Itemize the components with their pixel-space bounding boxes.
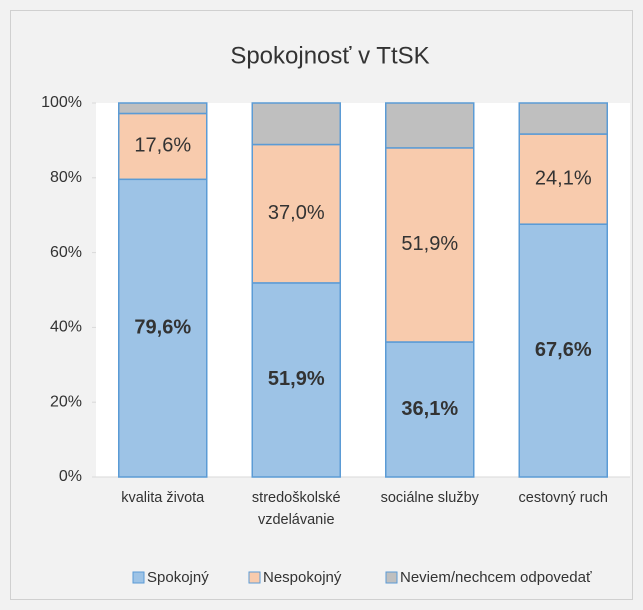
legend-swatch [385, 571, 398, 584]
legend-swatch [248, 571, 261, 584]
y-tick-label: 60% [50, 244, 82, 261]
data-label: 51,9% [268, 368, 325, 390]
bar-segment [251, 143, 341, 284]
legend-label: Neviem/nechcem odpovedať [400, 569, 592, 586]
data-label: 17,6% [134, 135, 191, 157]
bar-segment [518, 102, 608, 135]
bar-segment [118, 102, 208, 115]
data-label: 36,1% [401, 398, 458, 420]
y-tick-label: 80% [50, 169, 82, 186]
data-label: 37,0% [268, 202, 325, 224]
bar-segment [385, 102, 475, 149]
legend-label: Nespokojný [263, 569, 342, 586]
legend-swatch [132, 571, 145, 584]
bar-segment [518, 223, 608, 478]
data-label: 67,6% [535, 339, 592, 361]
bar-segment [385, 147, 475, 343]
y-tick-label: 20% [50, 393, 82, 410]
chart-title: Spokojnosť v TtSK [230, 42, 429, 69]
bar-segment [118, 112, 208, 181]
legend-label: Spokojný [147, 569, 209, 586]
y-tick-label: 40% [50, 319, 82, 336]
x-tick-label: stredoškolské vzdelávanie [251, 490, 341, 528]
data-label: 51,9% [401, 233, 458, 255]
y-tick-label: 100% [41, 94, 82, 111]
data-label: 24,1% [535, 167, 592, 189]
data-label: 79,6% [134, 316, 191, 338]
bar-segment [118, 178, 208, 478]
x-tick-label: cestovný ruch [518, 490, 608, 506]
x-tick-label: sociálne služby [380, 490, 479, 506]
bar-segment [385, 341, 475, 478]
x-tick-label: kvalita života [121, 490, 205, 506]
bar-segment [251, 102, 341, 146]
y-tick-label: 0% [59, 468, 82, 485]
